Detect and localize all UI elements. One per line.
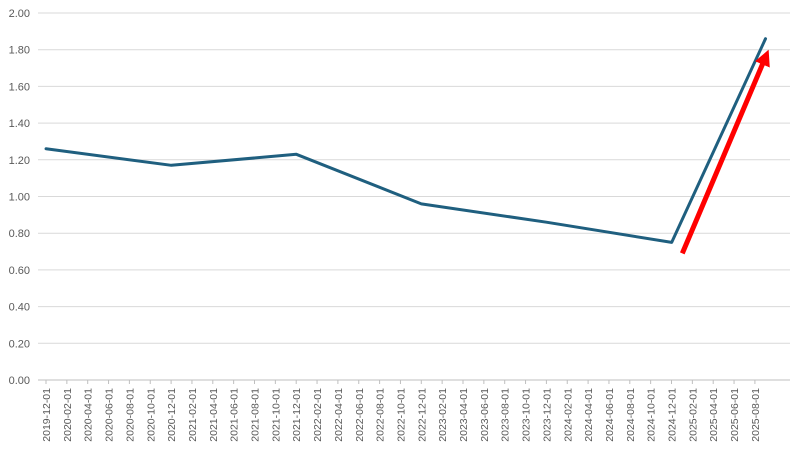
x-tick-label: 2022-06-01 [354,388,366,442]
trend-arrow [679,49,770,255]
x-tick-label: 2024-10-01 [646,388,658,442]
x-tick-label: 2021-06-01 [229,388,241,442]
x-tick-label: 2020-10-01 [145,388,157,442]
x-tick-label: 2020-12-01 [166,388,178,442]
x-tick-label: 2024-12-01 [667,388,679,442]
y-tick-label: 1.60 [9,81,30,93]
x-tick-label: 2023-08-01 [500,388,512,442]
y-tick-label: 1.40 [9,118,30,130]
x-tick-label: 2022-04-01 [333,388,345,442]
x-tick-label: 2023-06-01 [479,388,491,442]
x-tick-label: 2023-04-01 [458,388,470,442]
x-tick-label: 2021-08-01 [250,388,262,442]
y-tick-label: 0.40 [9,302,30,314]
y-tick-label: 1.00 [9,192,30,204]
x-tick-label: 2021-02-01 [187,388,199,442]
x-tick-label: 2024-06-01 [604,388,616,442]
x-tick-label: 2024-02-01 [562,388,574,442]
y-tick-label: 1.20 [9,155,30,167]
x-tick-label: 2021-12-01 [291,388,303,442]
x-tick-label: 2022-02-01 [312,388,324,442]
x-tick-label: 2021-10-01 [270,388,282,442]
x-tick-label: 2020-02-01 [62,388,74,442]
gridlines [38,12,790,344]
x-tick-label: 2022-10-01 [395,388,407,442]
y-tick-label: 2.00 [9,8,30,20]
x-tick-label: 2021-04-01 [208,388,220,442]
x-axis-tick-labels: 2019-12-01 2020-02-01 2020-04-01 2020-06-01… [41,380,762,442]
x-tick-label: 2019-12-01 [41,388,53,442]
x-tick-label: 2025-02-01 [687,388,699,442]
x-tick-label: 2023-10-01 [521,388,533,442]
x-tick-label: 2024-04-01 [583,388,595,442]
x-tick-label: 2022-12-01 [416,388,428,442]
y-tick-label: 1.80 [9,45,30,57]
x-tick-label: 2025-06-01 [729,388,741,442]
y-tick-label: 0.00 [9,375,30,387]
y-tick-label: 0.80 [9,228,30,240]
x-tick-label: 2020-08-01 [124,388,136,442]
x-tick-label: 2025-08-01 [750,388,762,442]
series-line [44,37,768,244]
y-tick-label: 0.20 [9,338,30,350]
x-tick-label: 2024-08-01 [625,388,637,442]
y-axis-tick-labels: 0.00 0.20 0.40 0.60 0.80 1.00 1.20 1.40 1.60 1.80… [9,8,30,387]
x-tick-label: 2020-06-01 [104,388,116,442]
x-tick-label: 2023-12-01 [541,388,553,442]
y-tick-label: 0.60 [9,265,30,277]
x-tick-label: 2022-08-01 [375,388,387,442]
x-tick-label: 2023-02-01 [437,388,449,442]
x-tick-label: 2020-04-01 [83,388,95,442]
x-tick-label: 2025-04-01 [708,388,720,442]
